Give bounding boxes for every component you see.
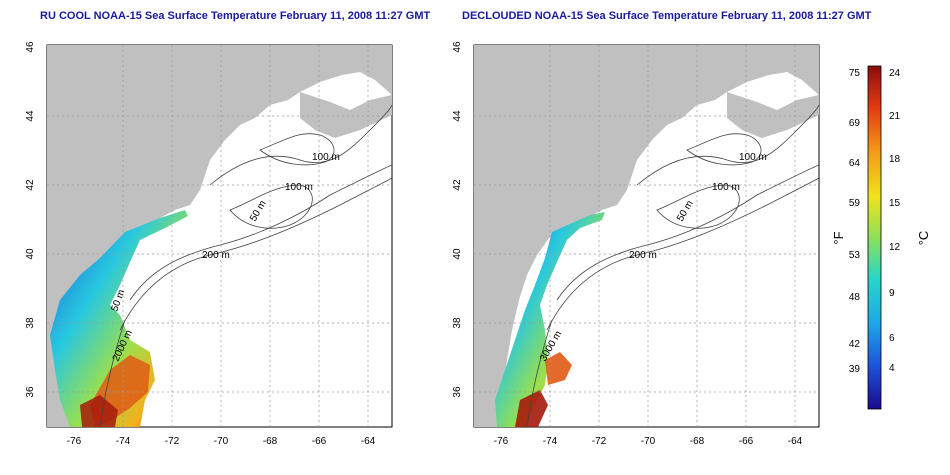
lat-tick: 42 [25, 179, 36, 191]
bathymetry-contours [526, 104, 819, 427]
lon-tick: -76 [67, 436, 82, 447]
c-tick: 12 [889, 242, 901, 253]
lon-tick: -68 [263, 436, 278, 447]
lon-tick: -66 [739, 436, 754, 447]
gulf-stream-hot [80, 395, 118, 427]
lon-tick: -74 [116, 436, 131, 447]
colorbar: 75 69 64 59 53 48 42 39 24 21 18 15 12 9… [831, 65, 931, 410]
celsius-label: °C [916, 231, 931, 246]
f-tick: 42 [849, 339, 861, 350]
lon-tick: -64 [788, 436, 803, 447]
f-tick: 53 [849, 250, 861, 261]
c-tick: 15 [889, 198, 901, 209]
c-tick: 18 [889, 154, 901, 165]
contour-label: 100 m [712, 182, 740, 193]
land-mass [47, 45, 392, 427]
lon-tick: -74 [543, 436, 558, 447]
lat-axis-left: 46 44 42 40 38 36 [25, 41, 36, 398]
fahrenheit-label: °F [831, 231, 846, 244]
nova-scotia [727, 92, 819, 138]
c-tick: 21 [889, 111, 901, 122]
lon-tick: -64 [361, 436, 376, 447]
sst-coverage [50, 210, 188, 427]
bathymetry-contours [99, 104, 392, 427]
colorbar-ramp [867, 65, 882, 410]
gulf-stream-hot [515, 390, 548, 427]
lat-tick: 46 [25, 41, 36, 53]
lon-axis-left: -76 -74 -72 -70 -68 -66 -64 [67, 436, 376, 447]
lon-tick: -70 [214, 436, 229, 447]
c-tick: 9 [889, 288, 895, 299]
lon-tick: -72 [165, 436, 180, 447]
lon-tick: -66 [312, 436, 327, 447]
lon-axis-right: -76 -74 -72 -70 -68 -66 -64 [494, 436, 803, 447]
map-panel-left: 100 m 100 m 50 m 200 m 50 m 2000 m -76 -… [25, 41, 393, 447]
contour-label: 100 m [739, 152, 767, 163]
lon-tick: -68 [690, 436, 705, 447]
contour-label: 100 m [312, 152, 340, 163]
nova-scotia [300, 92, 392, 138]
f-tick: 48 [849, 292, 861, 303]
lat-tick: 44 [25, 110, 36, 122]
f-tick: 39 [849, 364, 861, 375]
lon-tick: -70 [641, 436, 656, 447]
panel-left-title: RU COOL NOAA-15 Sea Surface Temperature … [40, 10, 431, 22]
lat-tick: 40 [25, 248, 36, 260]
f-tick: 75 [849, 68, 861, 79]
map-panel-right: 100 m 100 m 50 m 200 m 3000 m -76 -74 -7… [452, 41, 820, 447]
lat-tick: 46 [452, 41, 463, 53]
contour-label: 100 m [285, 182, 313, 193]
lat-tick: 36 [25, 386, 36, 398]
land-mass [474, 45, 819, 427]
f-tick: 69 [849, 118, 861, 129]
lon-tick: -76 [494, 436, 509, 447]
f-tick: 59 [849, 198, 861, 209]
lat-axis-right: 46 44 42 40 38 36 [452, 41, 463, 398]
lat-tick: 40 [452, 248, 463, 260]
colorbar-f-ticks: 75 69 64 59 53 48 42 39 [849, 68, 861, 375]
lat-tick: 38 [452, 317, 463, 329]
lon-tick: -72 [592, 436, 607, 447]
contour-label: 200 m [202, 250, 230, 261]
sst-coverage [495, 212, 605, 427]
c-tick: 24 [889, 68, 901, 79]
f-tick: 64 [849, 158, 861, 169]
lat-tick: 42 [452, 179, 463, 191]
contour-label: 200 m [629, 250, 657, 261]
lat-tick: 36 [452, 386, 463, 398]
lat-tick: 44 [452, 110, 463, 122]
c-tick: 6 [889, 333, 895, 344]
c-tick: 4 [889, 363, 895, 374]
panel-right-title: DECLOUDED NOAA-15 Sea Surface Temperatur… [462, 10, 872, 22]
gulf-stream-warm [545, 352, 572, 385]
colorbar-c-ticks: 24 21 18 15 12 9 6 4 [889, 68, 901, 374]
lat-tick: 38 [25, 317, 36, 329]
